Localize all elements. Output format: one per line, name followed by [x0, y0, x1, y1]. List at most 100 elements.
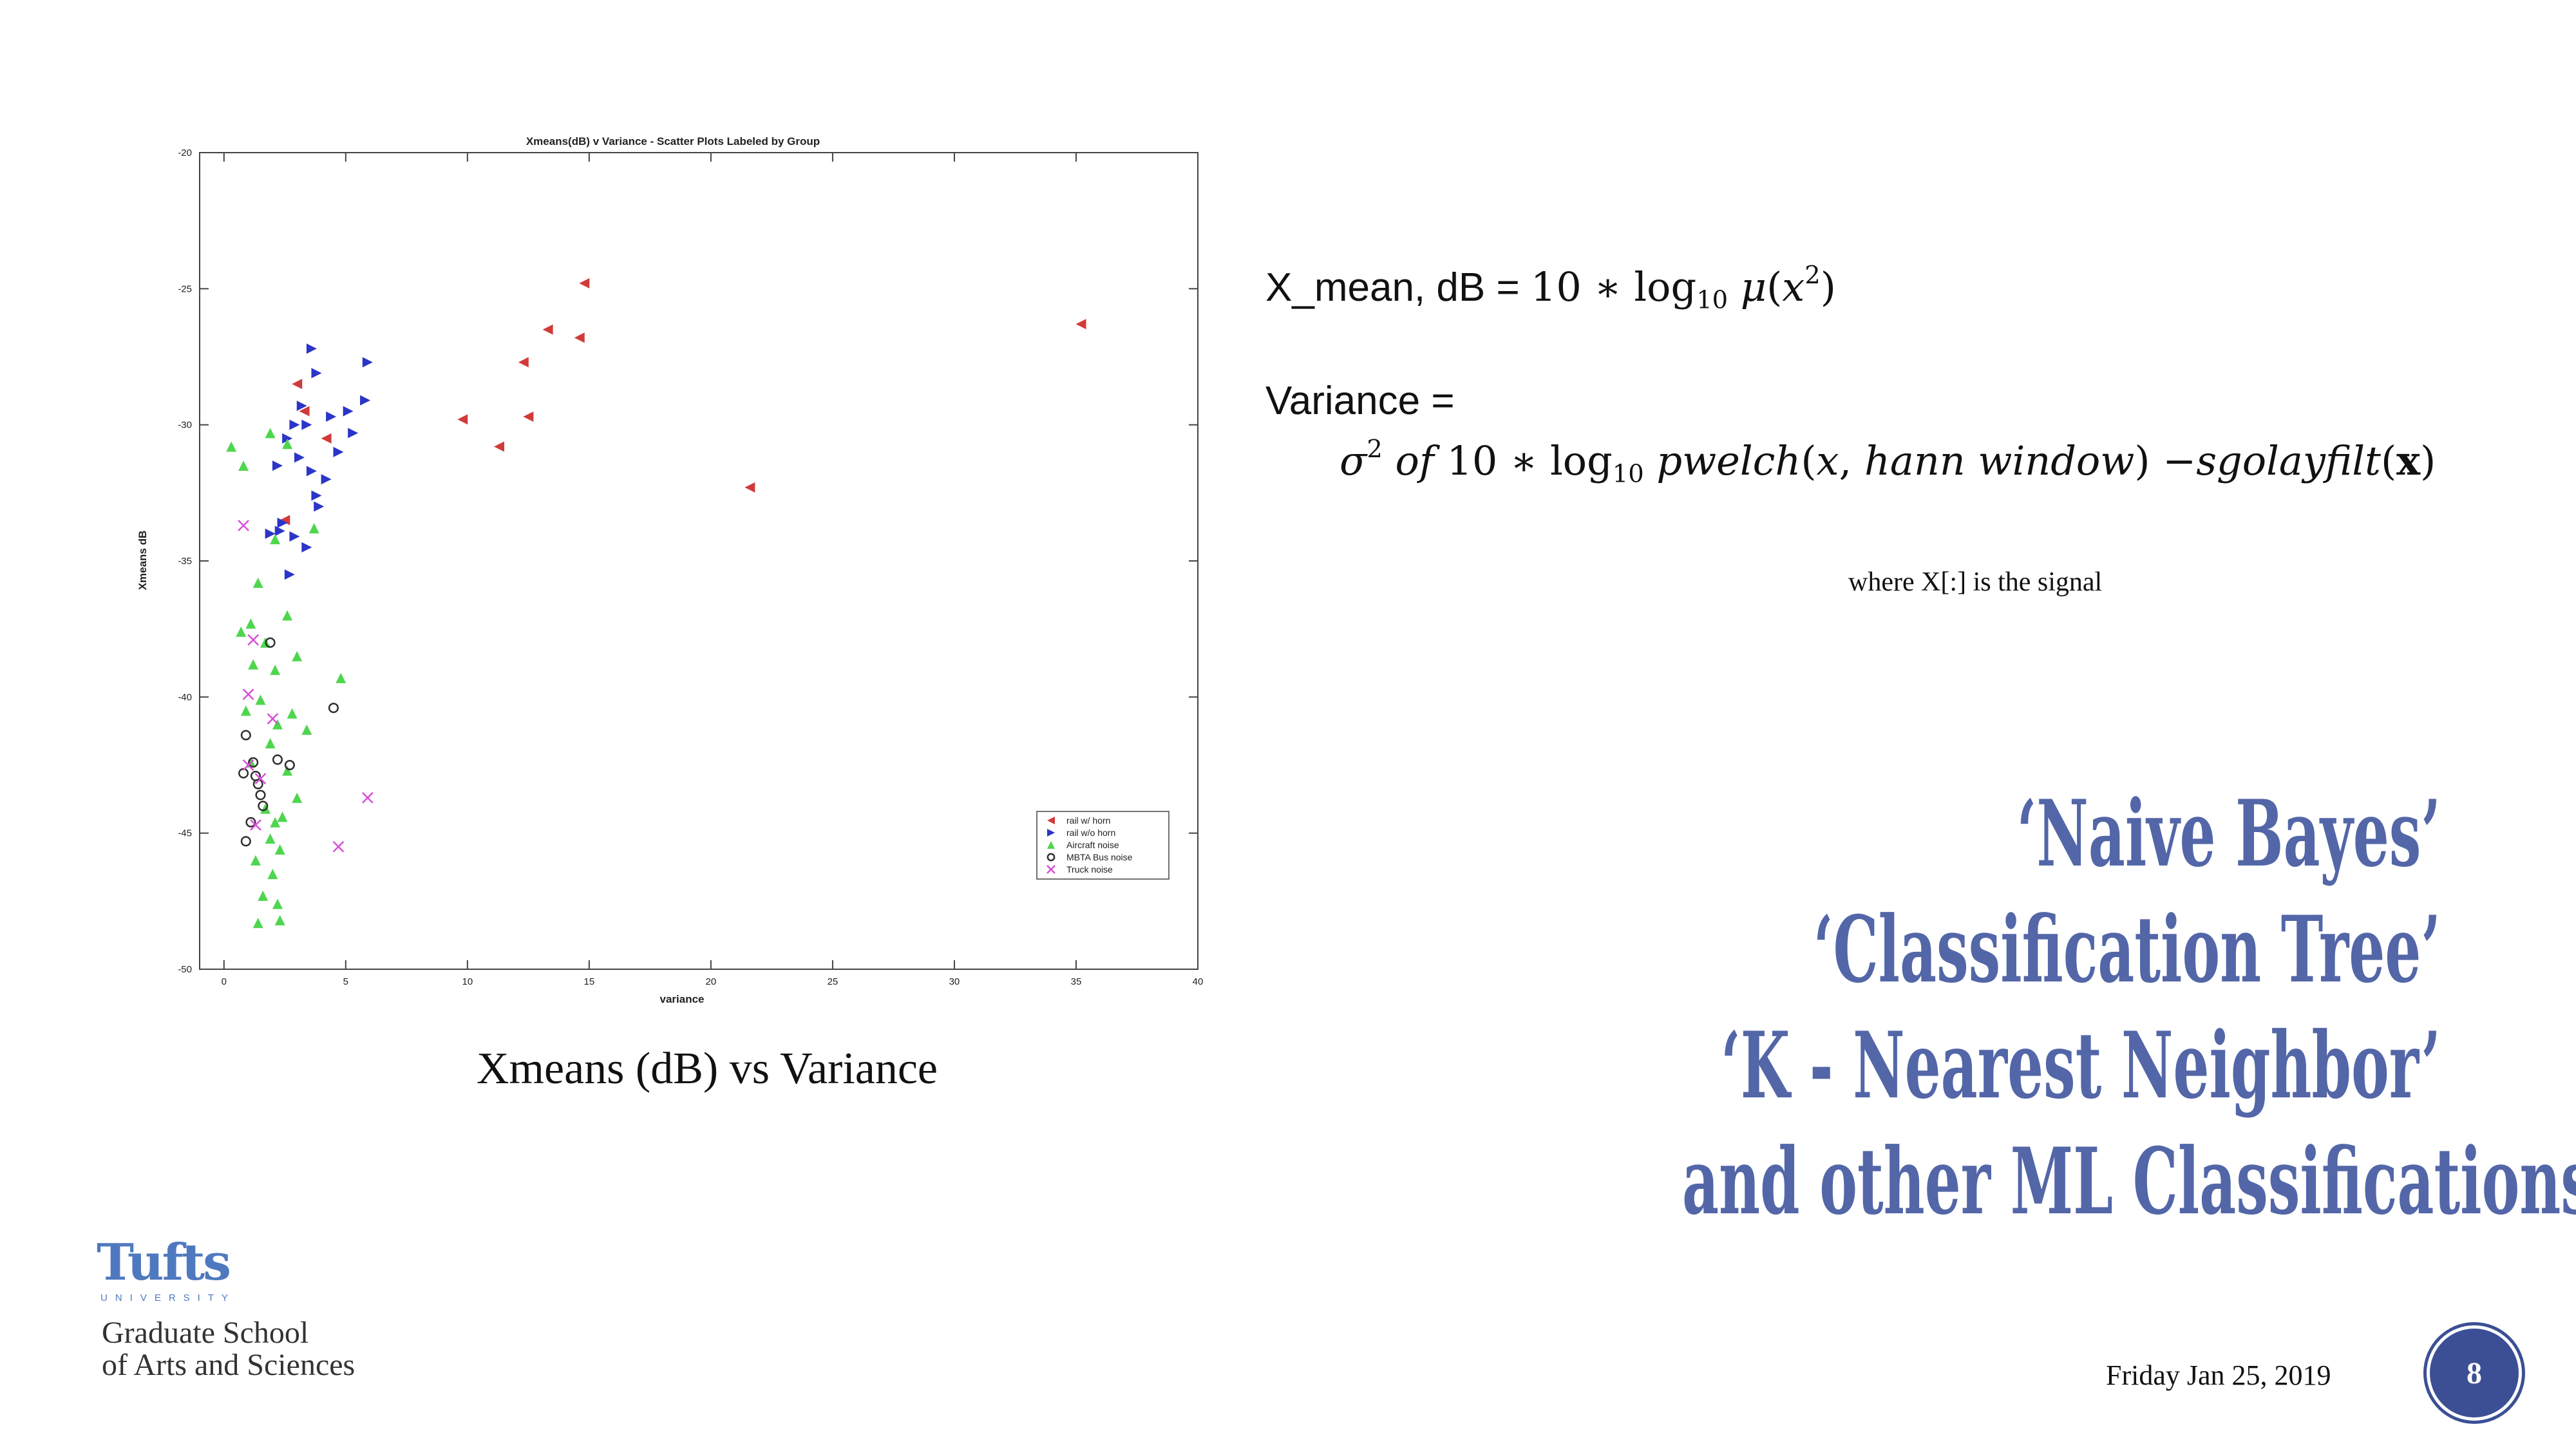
scatter-point-series-1 — [277, 517, 288, 528]
xmean-formula-lhs: X_mean, dB — [1265, 265, 1486, 310]
scatter-point-series-2 — [292, 650, 303, 661]
scatter-point-series-4 — [242, 759, 254, 771]
scatter-point-series-1 — [326, 411, 337, 422]
scatter-chart: 0 5 10 15 20 25 30 35 40 -20 -25 -30 -35 -40 -45 -50 ra… — [137, 135, 1203, 1005]
x-tick-label: 30 — [949, 976, 960, 987]
y-tick-label: -45 — [178, 828, 192, 839]
scatter-point-series-2 — [274, 914, 285, 925]
scatter-point-series-3 — [272, 754, 283, 765]
scatter-point-series-0 — [542, 324, 553, 335]
legend-label: Aircraft noise — [1066, 840, 1119, 850]
scatter-point-series-0 — [292, 379, 303, 390]
y-tick-label: -30 — [178, 420, 192, 431]
scatter-point-series-2 — [272, 898, 283, 909]
scatter-point-series-2 — [308, 523, 319, 534]
logo-subtitle: UNIVERSITY — [100, 1293, 236, 1303]
scatter-point-series-4 — [242, 688, 254, 700]
scatter-point-series-0 — [321, 433, 332, 444]
scatter-point-series-1 — [321, 474, 332, 485]
scatter-point-series-1 — [265, 528, 276, 539]
scatter-point-series-2 — [240, 705, 251, 716]
method-other-ml: and other ML Classifications — [1682, 1128, 2576, 1235]
scatter-point-series-2 — [252, 577, 263, 588]
scatter-point-series-2 — [270, 665, 281, 676]
scatter-point-series-2 — [270, 817, 281, 828]
figure-caption: Xmeans (dB) vs Variance — [477, 1044, 938, 1094]
page-number-badge: 8 — [2427, 1325, 2522, 1421]
scatter-point-series-2 — [277, 811, 288, 822]
scatter-point-series-1 — [306, 343, 317, 354]
scatter-point-series-1 — [301, 542, 312, 553]
scatter-point-series-2 — [270, 534, 281, 545]
scatter-point-series-3 — [258, 800, 269, 811]
method-classification-tree: ‘Classification Tree’ — [1813, 896, 2441, 1003]
scatter-point-series-2 — [265, 428, 276, 439]
scatter-point-series-0 — [518, 357, 529, 368]
legend-label: Truck noise — [1066, 864, 1113, 875]
scatter-point-series-1 — [311, 368, 322, 379]
tufts-logo: Tufts UNIVERSITY Graduate School of Arts… — [97, 1233, 457, 1426]
scatter-point-series-1 — [348, 428, 359, 439]
scatter-point-series-1 — [306, 466, 317, 477]
scatter-point-series-4 — [361, 791, 374, 804]
scatter-point-series-2 — [301, 724, 312, 735]
legend-label: rail w/ horn — [1066, 815, 1110, 826]
legend-marker — [1046, 865, 1056, 874]
scatter-point-series-2 — [250, 855, 261, 866]
y-tick-label: -40 — [178, 692, 192, 703]
scatter-point-series-4 — [238, 520, 249, 531]
scatter-point-series-2 — [282, 610, 293, 621]
scatter-figure: 0 5 10 15 20 25 30 35 40 -20 -25 -30 -35 -40 -45 -50 ra… — [126, 126, 1220, 1008]
scatter-point-series-2 — [282, 765, 293, 776]
scatter-point-series-0 — [579, 278, 590, 289]
scatter-point-series-1 — [284, 569, 295, 580]
scatter-point-series-2 — [255, 694, 266, 705]
scatter-point-series-0 — [523, 411, 534, 422]
x-tick-label: 20 — [706, 976, 717, 987]
scatter-point-series-2 — [226, 441, 237, 452]
scatter-point-series-1 — [314, 501, 325, 512]
scatter-point-series-3 — [240, 836, 251, 847]
scatter-point-series-2 — [265, 738, 276, 749]
scatter-point-series-0 — [457, 414, 468, 425]
scatter-point-series-1 — [301, 419, 312, 430]
variance-formula-label: Variance = — [1265, 379, 1455, 423]
scatter-point-series-2 — [238, 460, 249, 471]
scatter-point-series-1 — [362, 357, 373, 368]
scatter-point-series-2 — [236, 626, 247, 637]
scatter-point-series-3 — [255, 790, 266, 800]
scatter-point-series-1 — [272, 460, 283, 471]
scatter-point-series-1 — [282, 433, 293, 444]
scatter-point-series-2 — [274, 844, 285, 855]
scatter-point-series-1 — [333, 446, 344, 457]
scatter-point-series-2 — [267, 869, 278, 880]
legend-marker — [1047, 841, 1055, 849]
scatter-point-series-3 — [240, 730, 251, 741]
logo-wordmark: Tufts — [97, 1233, 231, 1292]
legend-marker — [1047, 817, 1055, 824]
scatter-point-series-2 — [248, 659, 259, 670]
scatter-point-series-0 — [494, 441, 504, 452]
y-tick-label: -35 — [178, 556, 192, 567]
scatter-point-series-4 — [247, 634, 260, 646]
x-tick-label: 35 — [1071, 976, 1082, 987]
method-naive-bayes: ‘Naive Bayes’ — [2016, 781, 2441, 887]
scatter-point-series-2 — [336, 672, 346, 683]
xmean-formula: X_mean, dB = 10 ∗ log10 μ(x2) — [1265, 261, 1836, 315]
method-knn: ‘K - Nearest Neighbor’ — [1721, 1012, 2441, 1119]
x-tick-label: 10 — [462, 976, 473, 987]
scatter-point-series-0 — [279, 515, 290, 526]
scatter-point-series-2 — [287, 708, 298, 719]
x-tick-label: 0 — [222, 976, 227, 987]
chart-title: Xmeans(dB) v Variance - Scatter Plots La… — [526, 135, 820, 147]
scatter-point-series-1 — [343, 406, 354, 417]
scatter-point-series-1 — [274, 526, 285, 536]
legend-box — [1036, 811, 1170, 880]
scatter-point-series-2 — [272, 719, 283, 730]
scatter-point-series-2 — [258, 890, 269, 901]
x-tick-label: 25 — [828, 976, 838, 987]
scatter-point-series-0 — [744, 482, 755, 493]
logo-school-line1: Graduate School — [102, 1316, 309, 1350]
scatter-point-series-2 — [252, 918, 263, 929]
scatter-point-series-1 — [289, 531, 300, 542]
